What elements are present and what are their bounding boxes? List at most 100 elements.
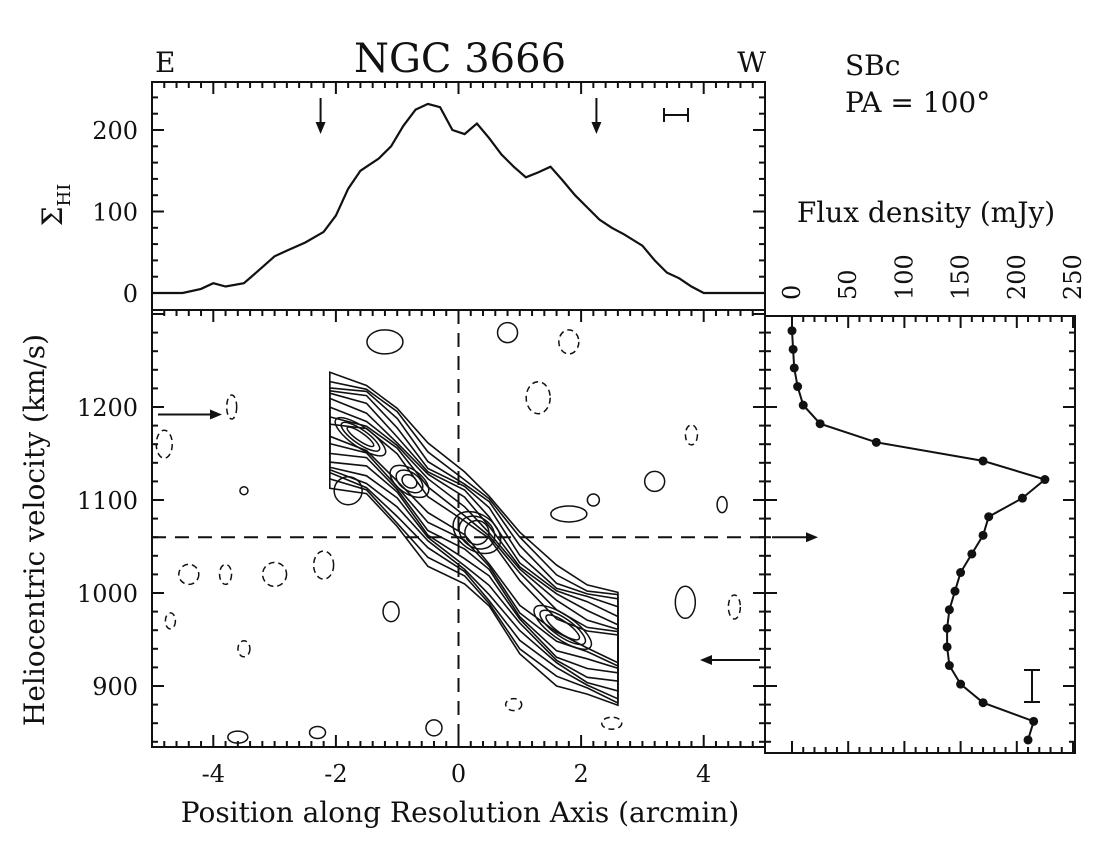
noise-contour xyxy=(586,493,601,507)
flux-xtick-labels: 0 50 100 150 200 250 xyxy=(778,254,1087,300)
noise-contour xyxy=(333,475,363,506)
contour-ytick-label: 1200 xyxy=(77,394,138,422)
contour-line xyxy=(329,397,619,674)
east-label: E xyxy=(155,46,175,79)
hi-profile-curve xyxy=(152,102,765,295)
contour-line xyxy=(329,380,619,705)
flux-points xyxy=(787,326,1050,745)
flux-point xyxy=(1023,735,1033,745)
profile-ticks xyxy=(151,82,766,294)
flux-xtick-label: 150 xyxy=(947,254,975,300)
profile-arrow-head xyxy=(315,122,326,134)
flux-point xyxy=(956,679,966,689)
noise-contour xyxy=(382,600,400,623)
profile-panel: NGC 3666 E W 0 100 200 ΣHI xyxy=(36,36,766,311)
contour-xtick-labels: -4 -2 0 2 4 xyxy=(202,760,712,788)
negative-contour xyxy=(727,594,742,620)
negative-contour xyxy=(225,394,238,420)
flux-point xyxy=(815,419,825,429)
noise-contour xyxy=(496,321,519,344)
contour-peak xyxy=(464,519,490,546)
velocity-arrow-head xyxy=(700,654,712,665)
profile-ytick-labels: 0 100 200 xyxy=(92,117,138,308)
sigma-subscript: HI xyxy=(54,184,75,207)
contour-xlabel: Position along Resolution Axis (arcmin) xyxy=(181,796,740,829)
negative-contour xyxy=(218,563,233,586)
noise-contour xyxy=(366,329,404,355)
negative-contour xyxy=(178,563,200,586)
negative-contour xyxy=(237,640,251,658)
flux-point xyxy=(978,698,988,708)
negative-contour xyxy=(601,716,623,730)
noise-contour xyxy=(550,505,588,523)
profile-error-bar xyxy=(663,108,689,122)
contour-peak xyxy=(539,609,587,646)
noise-contour xyxy=(643,470,666,493)
flux-error-bar xyxy=(1024,669,1040,703)
negative-contour xyxy=(312,550,335,580)
contour-ytick-labels: 900 1000 1100 1200 xyxy=(77,394,138,701)
position-angle-label: PA = 100° xyxy=(845,86,990,119)
noise-contour xyxy=(308,725,327,740)
flux-curve xyxy=(791,330,1047,741)
contours xyxy=(155,321,742,744)
flux-point xyxy=(789,363,799,373)
flux-xtick-label: 0 xyxy=(778,285,806,300)
flux-xtick-label: 50 xyxy=(834,269,862,300)
contour-peak xyxy=(395,469,424,494)
contour-peak xyxy=(334,416,387,457)
reference-lines xyxy=(152,310,765,747)
contour-xtick-label: -4 xyxy=(202,760,225,788)
west-label: W xyxy=(737,46,766,79)
contour-ytick-label: 1100 xyxy=(77,487,138,515)
flux-point xyxy=(1029,716,1039,726)
velocity-arrows xyxy=(158,409,760,665)
profile-ytick-label: 100 xyxy=(92,199,138,227)
contour-peak xyxy=(452,510,502,555)
contour-line xyxy=(329,392,619,683)
flux-point xyxy=(942,642,952,652)
contour-peak xyxy=(389,464,430,499)
flux-point xyxy=(978,530,988,540)
negative-contour xyxy=(684,424,699,446)
contour-line xyxy=(329,423,619,664)
flux-point xyxy=(984,512,994,522)
flux-point xyxy=(798,400,808,410)
contour-xtick-label: 0 xyxy=(451,760,466,788)
contour-peak xyxy=(346,426,375,448)
negative-contour xyxy=(164,612,177,630)
noise-contour xyxy=(425,719,443,737)
flux-xtick-label: 100 xyxy=(890,254,918,300)
contour-line xyxy=(329,415,619,668)
flux-point xyxy=(942,623,952,633)
contour-peak xyxy=(458,515,496,550)
contour-xtick-label: -2 xyxy=(324,760,347,788)
contour-ticks xyxy=(151,310,766,747)
contour-line xyxy=(329,387,619,701)
flux-panel: 0 50 100 150 200 250 Flux density (mJy) SBc P… xyxy=(764,49,1087,754)
velocity-arrow-head xyxy=(210,409,222,420)
contour-ytick-label: 1000 xyxy=(77,580,138,608)
flux-point xyxy=(1040,475,1050,485)
contour-peak xyxy=(545,614,581,641)
contour-peak xyxy=(340,421,381,452)
flux-point xyxy=(788,344,798,354)
contour-peak xyxy=(533,604,593,650)
negative-contour xyxy=(525,380,551,415)
negative-contour xyxy=(261,561,288,588)
flux-point xyxy=(944,661,954,671)
sigma-symbol: Σ xyxy=(36,207,69,227)
flux-xtick-label: 250 xyxy=(1059,254,1087,300)
profile-ytick-label: 0 xyxy=(123,280,138,308)
flux-point xyxy=(967,549,977,559)
flux-xlabel: Flux density (mJy) xyxy=(797,196,1055,229)
contour-panel: -4 -2 0 2 4 900 1000 1100 1200 Position along R… xyxy=(18,309,766,829)
contour-line xyxy=(329,389,619,692)
negative-contour xyxy=(155,429,174,459)
contour-peak xyxy=(401,473,418,489)
flux-point xyxy=(1017,493,1027,503)
flux-frame xyxy=(764,315,1076,754)
contour-xtick-label: 2 xyxy=(573,760,588,788)
flux-point xyxy=(944,605,954,615)
